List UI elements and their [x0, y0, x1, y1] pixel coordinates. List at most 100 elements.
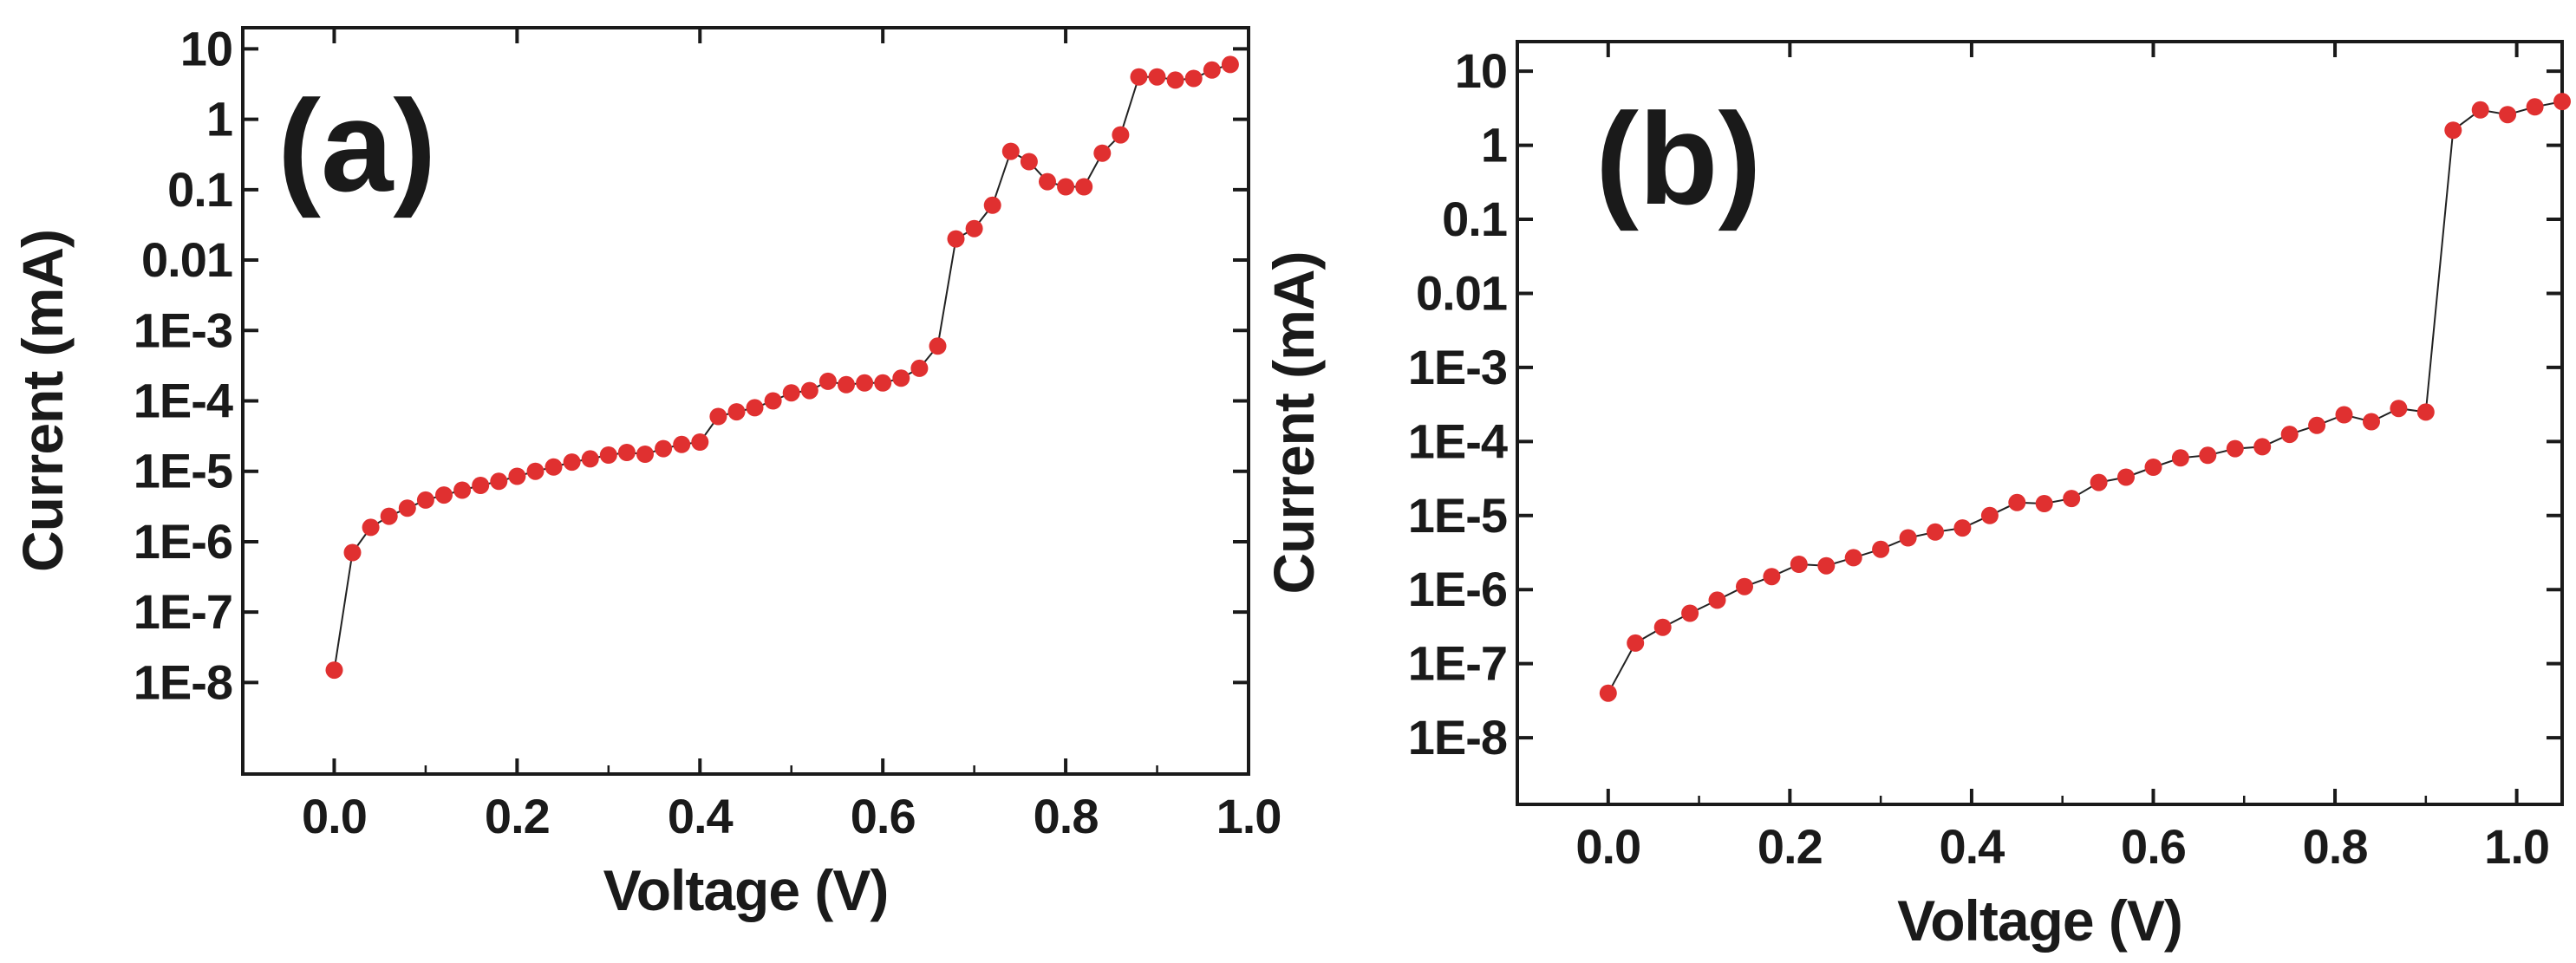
data-point [910, 359, 929, 377]
data-point [655, 439, 673, 458]
x-tick-label: 0.0 [302, 789, 367, 843]
x-tick-label: 0.6 [851, 789, 916, 843]
x-tick-label: 0.2 [485, 789, 550, 843]
y-tick-label: 1E-4 [1408, 413, 1508, 468]
data-point [746, 399, 764, 417]
data-point [1001, 142, 1020, 160]
data-point [856, 374, 874, 392]
data-point [472, 477, 490, 494]
data-point [947, 230, 965, 248]
y-axis-title: Current (mA) [10, 230, 75, 572]
data-point [2308, 416, 2326, 434]
data-point [2363, 413, 2380, 431]
x-axis-title: Voltage (V) [1897, 888, 2182, 953]
y-tick-label: 1E-7 [1408, 636, 1507, 691]
y-tick-label: 1 [206, 92, 232, 146]
x-tick-label: 0.8 [1034, 789, 1099, 843]
data-point [1927, 523, 1944, 541]
y-tick-label: 1E-3 [134, 303, 232, 357]
data-point [2008, 493, 2026, 511]
data-point [2199, 446, 2217, 465]
plot-frame [1516, 40, 2564, 806]
data-point [764, 392, 782, 410]
data-point [1020, 153, 1038, 171]
data-point [2390, 400, 2408, 418]
data-point [673, 435, 691, 453]
data-point [838, 375, 855, 394]
data-point [2335, 406, 2353, 424]
y-tick-label: 1E-4 [134, 374, 233, 428]
data-point [2117, 468, 2135, 486]
data-point [1599, 684, 1617, 702]
data-point [1166, 71, 1184, 89]
y-tick-label: 1E-7 [134, 584, 232, 639]
panel-label: (a) [277, 73, 436, 218]
data-point [1093, 144, 1112, 162]
y-tick-label: 1E-5 [1408, 488, 1507, 543]
x-tick-label: 0.0 [1575, 819, 1640, 874]
data-point [581, 450, 599, 468]
data-point [709, 407, 727, 426]
data-point [1221, 55, 1239, 74]
x-tick-label: 0.8 [2303, 819, 2368, 874]
data-point [453, 481, 472, 499]
data-point [2526, 98, 2544, 116]
panel-label: (b) [1595, 86, 1762, 231]
data-point [563, 453, 581, 472]
data-point [1148, 68, 1166, 86]
x-tick-label: 0.4 [668, 789, 734, 843]
data-point [818, 372, 837, 390]
data-point [1736, 577, 1753, 595]
data-point [2499, 106, 2517, 124]
data-point [1872, 540, 1890, 558]
y-tick-label: 0.1 [167, 162, 232, 217]
data-point [1790, 556, 1808, 573]
data-point [1203, 61, 1221, 79]
data-point [508, 467, 526, 485]
data-point [490, 472, 508, 491]
data-point [2253, 438, 2272, 456]
data-point [2090, 473, 2108, 491]
data-point [2171, 449, 2189, 467]
data-point [1681, 604, 1699, 622]
x-tick-label: 0.2 [1758, 819, 1823, 874]
data-point [2226, 439, 2244, 458]
data-point [2280, 426, 2299, 444]
data-point [2471, 101, 2489, 119]
data-point [983, 196, 1001, 214]
data-point [691, 433, 709, 451]
data-point [2553, 93, 2571, 111]
data-point [800, 381, 818, 400]
data-point [1899, 529, 1917, 547]
data-point [1953, 519, 1972, 537]
x-tick-label: 1.0 [1216, 789, 1281, 843]
data-point [636, 446, 654, 463]
data-point [1763, 568, 1781, 586]
y-tick-label: 0.01 [1416, 265, 1507, 320]
data-point [380, 507, 398, 525]
data-point [2035, 495, 2053, 512]
data-point [1844, 549, 1862, 567]
data-point [325, 661, 343, 680]
data-point [398, 499, 416, 517]
data-point [2063, 490, 2081, 508]
y-tick-label: 10 [1455, 43, 1507, 98]
data-point [2444, 121, 2462, 140]
x-tick-label: 1.0 [2484, 819, 2549, 874]
x-tick-label: 0.4 [1939, 819, 2005, 874]
data-point [599, 446, 617, 464]
y-tick-label: 0.01 [141, 232, 232, 287]
data-point [2144, 459, 2162, 476]
data-point [965, 219, 983, 237]
y-tick-label: 1E-5 [134, 444, 232, 498]
chart-panel-a: 0.0 0.2 0.4 0.6 0.8 1.0 1E-8 1E-7 1E-6 1E-5 1E-4 1E… [10, 21, 1281, 922]
data-point [617, 444, 636, 461]
data-point [929, 337, 947, 355]
data-point [782, 384, 800, 402]
y-tick-label: 1E-8 [134, 654, 232, 709]
data-point [343, 543, 362, 562]
data-point [1627, 634, 1645, 652]
x-tick-label: 0.6 [2121, 819, 2186, 874]
data-point [1817, 556, 1836, 575]
